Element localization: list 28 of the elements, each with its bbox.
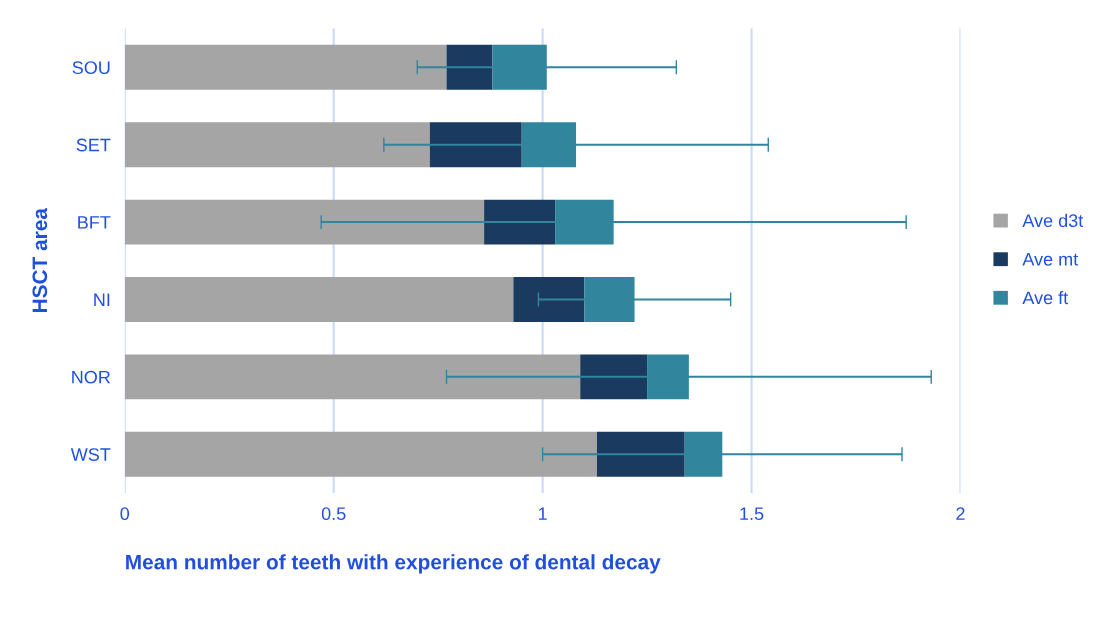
x-tick-label: 0.5 (321, 507, 346, 521)
legend-label: Ave d3t (1022, 213, 1084, 228)
x-tick-label: 1 (538, 507, 547, 520)
legend-label: Ave ft (1022, 291, 1069, 305)
bar (124, 277, 514, 322)
bar (124, 44, 447, 90)
y-tick-label: NOR (72, 370, 111, 384)
bar (596, 431, 685, 477)
legend-label: Ave mt (1022, 253, 1079, 266)
bar (513, 277, 585, 322)
bar (124, 199, 485, 245)
x-tick-label: 2 (956, 507, 965, 520)
bar (484, 199, 556, 245)
x-axis-title: Mean number of teeth with experience of dental decay (126, 554, 661, 574)
y-tick-label: SET (76, 138, 111, 152)
bar (124, 431, 597, 477)
x-tick-label: 1.5 (740, 507, 764, 521)
y-tick-label: BFT (78, 216, 111, 229)
bar (446, 44, 493, 90)
y-tick-label: WST (70, 448, 111, 461)
bar (429, 122, 522, 168)
bar (124, 122, 430, 168)
y-axis-title: HSCT area (32, 207, 48, 313)
y-tick-label: SOU (72, 61, 110, 75)
bar (124, 354, 581, 400)
x-tick-label: 0 (120, 507, 130, 521)
bar (580, 354, 648, 400)
y-tick-label: NI (94, 293, 110, 306)
